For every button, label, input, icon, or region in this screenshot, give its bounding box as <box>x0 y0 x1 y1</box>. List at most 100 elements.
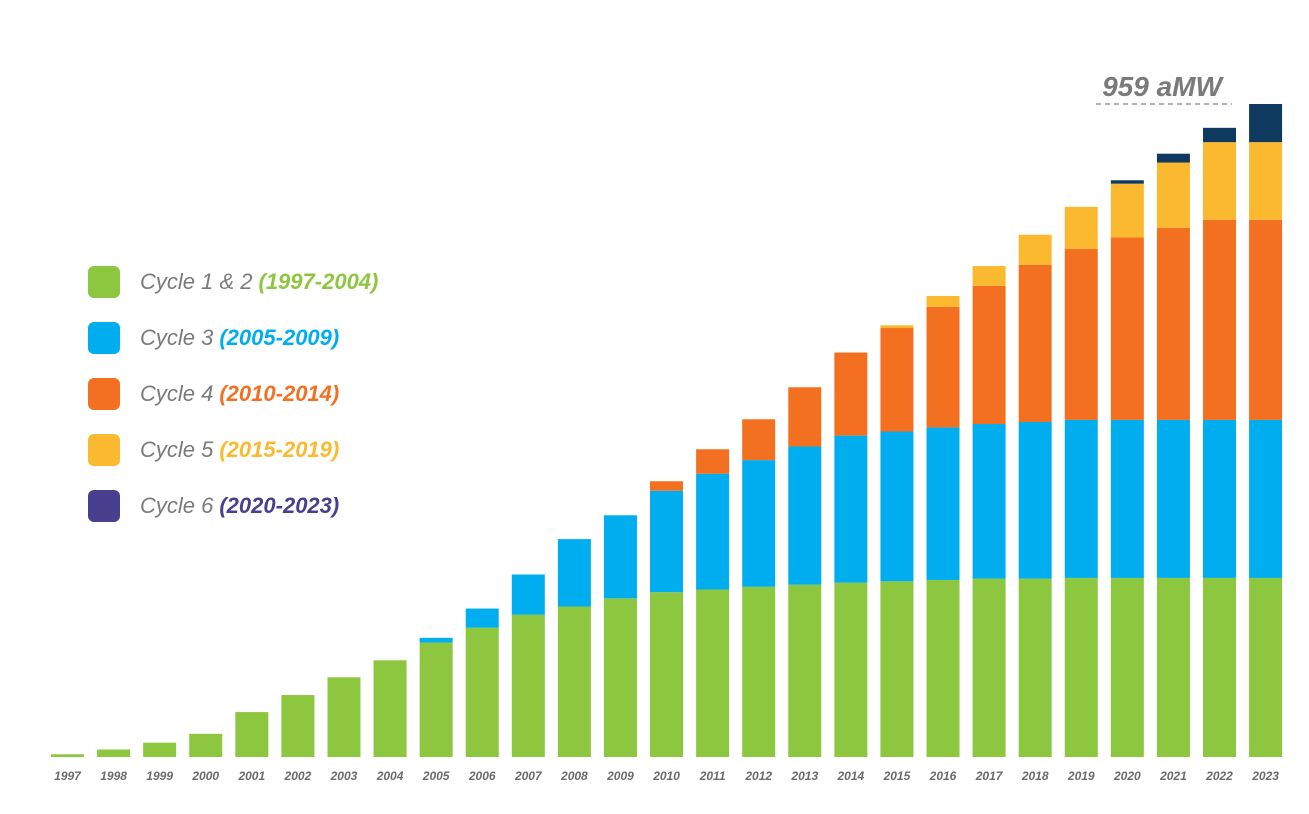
legend-label: Cycle 3 (2005-2009) <box>140 325 339 351</box>
bar-segment-2023-series-0 <box>1249 577 1283 757</box>
x-tick-label: 2003 <box>330 769 358 783</box>
bar-segment-2015-series-3 <box>880 325 914 329</box>
total-annotation: 959 aMW <box>1102 71 1224 102</box>
bar-segment-2011-series-0 <box>696 589 730 757</box>
x-tick-label: 2012 <box>744 769 772 783</box>
bar-segment-2021-series-0 <box>1156 577 1190 757</box>
legend-swatch <box>88 434 120 466</box>
bar-segment-2020-series-1 <box>1110 419 1144 578</box>
bar-segment-1998-series-0 <box>97 749 131 757</box>
bar-segment-2020-series-2 <box>1110 237 1144 420</box>
bar-segment-2014-series-0 <box>834 582 868 757</box>
legend-label: Cycle 4 (2010-2014) <box>140 381 339 407</box>
legend-item-cycle-3: Cycle 3 (2005-2009) <box>88 322 378 354</box>
x-tick-label: 2018 <box>1021 769 1049 783</box>
legend-series-range: (2010-2014) <box>219 381 340 406</box>
legend-swatch <box>88 322 120 354</box>
bar-segment-2014-series-2 <box>834 352 868 436</box>
bar-segment-2022-series-3 <box>1203 142 1236 220</box>
bar-segment-2011-series-2 <box>696 449 730 474</box>
x-tick-label: 2004 <box>376 769 404 783</box>
bar-segment-2017-series-1 <box>972 424 1006 579</box>
bar-segment-2010-series-1 <box>650 490 684 593</box>
bar-segment-2017-series-0 <box>972 578 1006 757</box>
x-tick-label: 2022 <box>1205 769 1233 783</box>
legend-label: Cycle 1 & 2 (1997-2004) <box>140 269 378 295</box>
bar-segment-2017-series-2 <box>972 285 1006 425</box>
bar-segment-1999-series-0 <box>143 742 177 757</box>
bar-segment-2011-series-1 <box>696 473 730 590</box>
x-tick-label: 1998 <box>100 769 127 783</box>
bar-segment-2020-series-0 <box>1110 577 1144 757</box>
x-axis-ticks: 1997 1998 1999 2000 2001 2002 2003 2004 2005 2006… <box>54 769 1279 783</box>
bar-segment-2022-series-1 <box>1203 419 1236 578</box>
legend-swatch <box>88 378 120 410</box>
bar-segment-2020-series-3 <box>1110 183 1144 238</box>
bar-segment-2016-series-1 <box>926 427 960 580</box>
legend-series-range: (2020-2023) <box>219 493 340 518</box>
x-tick-label: 2014 <box>837 769 865 783</box>
bar-segment-2003-series-0 <box>327 677 361 757</box>
x-tick-label: 2008 <box>560 769 588 783</box>
bar-segment-2021-series-2 <box>1156 227 1190 420</box>
x-tick-label: 2002 <box>284 769 312 783</box>
bar-segment-2008-series-0 <box>557 606 591 757</box>
legend-series-name: Cycle 4 <box>140 381 214 406</box>
bar-segment-2023-series-2 <box>1249 219 1283 420</box>
bar-segment-2012-series-0 <box>742 586 776 757</box>
bar-segment-2021-series-4 <box>1156 153 1190 163</box>
legend-series-name: Cycle 1 & 2 <box>140 269 253 294</box>
bar-segment-2019-series-3 <box>1064 206 1098 250</box>
bar-segment-2007-series-1 <box>511 574 545 615</box>
bar-segment-2021-series-1 <box>1156 419 1190 578</box>
x-tick-label: 2021 <box>1159 769 1187 783</box>
bar-segment-2006-series-1 <box>465 608 499 628</box>
bar-segment-2013-series-1 <box>788 446 822 585</box>
x-tick-label: 2000 <box>191 769 219 783</box>
bar-segment-2004-series-0 <box>373 660 407 757</box>
x-tick-label: 2010 <box>652 769 680 783</box>
legend-item-cycle-1-2: Cycle 1 & 2 (1997-2004) <box>88 266 378 298</box>
bar-segment-2001-series-0 <box>235 712 269 757</box>
bar-segment-2015-series-2 <box>880 328 914 432</box>
bar-segment-2023-series-1 <box>1249 419 1283 578</box>
bar-segment-2021-series-3 <box>1156 162 1190 228</box>
x-tick-label: 1999 <box>146 769 173 783</box>
legend-label: Cycle 5 (2015-2019) <box>140 437 339 463</box>
legend-series-range: (1997-2004) <box>258 269 379 294</box>
bar-segment-2022-series-4 <box>1203 127 1236 143</box>
bar-segment-2018-series-0 <box>1018 578 1052 757</box>
bar-segment-2014-series-1 <box>834 435 868 583</box>
bar-segment-2009-series-1 <box>603 515 637 599</box>
legend-series-name: Cycle 3 <box>140 325 214 350</box>
bar-segment-2012-series-2 <box>742 419 776 461</box>
x-tick-label: 2005 <box>422 769 450 783</box>
bar-segment-2007-series-0 <box>511 614 545 757</box>
bar-segment-2002-series-0 <box>281 695 315 757</box>
bar-segment-2012-series-1 <box>742 460 776 587</box>
bar-segment-2019-series-0 <box>1064 577 1098 757</box>
bar-segment-2018-series-2 <box>1018 264 1052 422</box>
bar-segment-2019-series-2 <box>1064 249 1098 420</box>
x-tick-label: 1997 <box>54 769 82 783</box>
bar-segment-2000-series-0 <box>189 733 223 757</box>
bar-segment-2010-series-2 <box>650 481 684 491</box>
bar-segment-2016-series-0 <box>926 579 960 757</box>
bar-segment-1997-series-0 <box>51 754 84 757</box>
bar-segment-2013-series-2 <box>788 387 822 447</box>
legend-item-cycle-5: Cycle 5 (2015-2019) <box>88 434 378 466</box>
bar-segment-2018-series-1 <box>1018 421 1052 579</box>
legend-series-range: (2005-2009) <box>219 325 340 350</box>
legend-series-name: Cycle 6 <box>140 493 214 518</box>
x-tick-label: 2006 <box>468 769 496 783</box>
x-tick-label: 2013 <box>790 769 818 783</box>
legend-swatch <box>88 266 120 298</box>
bars-group <box>51 104 1283 757</box>
legend-series-name: Cycle 5 <box>140 437 214 462</box>
legend: Cycle 1 & 2 (1997-2004) Cycle 3 (2005-2009… <box>88 266 378 546</box>
legend-series-range: (2015-2019) <box>219 437 340 462</box>
bar-segment-2010-series-0 <box>650 592 684 757</box>
bar-segment-2015-series-1 <box>880 431 914 582</box>
bar-segment-2016-series-2 <box>926 306 960 428</box>
